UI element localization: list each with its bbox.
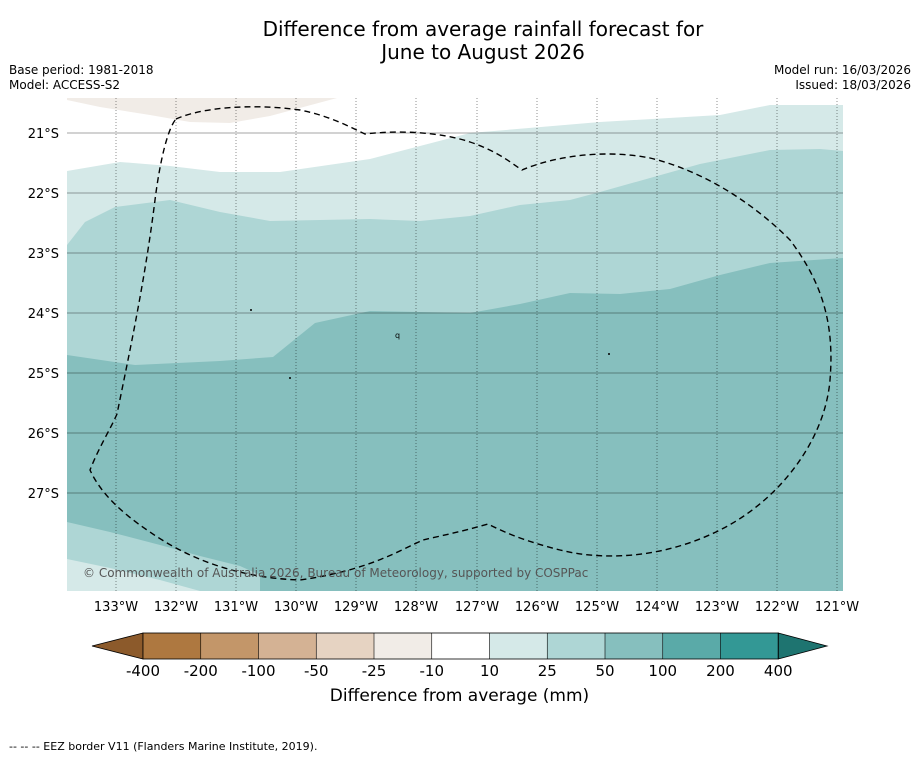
colorbar-bin xyxy=(200,633,259,659)
colorbar-tick-label: 50 xyxy=(595,662,614,680)
island-marker-glyph: q xyxy=(395,331,400,340)
lat-label: 25°S xyxy=(28,367,59,382)
lon-label: 121°W xyxy=(815,600,859,615)
colorbar-extend-high xyxy=(777,632,829,660)
rainfall-band-south-10-25 xyxy=(67,559,200,591)
colorbar-extend-low xyxy=(91,632,144,660)
issued-date: Issued: 18/03/2026 xyxy=(795,78,911,92)
lon-label: 133°W xyxy=(94,600,138,615)
colorbar-tick-label: -400 xyxy=(126,662,160,680)
lon-label: 125°W xyxy=(575,600,619,615)
colorbar-bin xyxy=(547,633,605,659)
longitude-labels: 133°W 132°W 131°W 130°W 129°W 128°W 127°… xyxy=(94,600,859,615)
lat-label: 21°S xyxy=(28,127,59,142)
colorbar-bin xyxy=(374,633,432,659)
lat-label: 24°S xyxy=(28,307,59,322)
model-name: Model: ACCESS-S2 xyxy=(9,78,121,92)
colorbar-tick-label: -100 xyxy=(241,662,275,680)
lon-label: 127°W xyxy=(455,600,499,615)
colorbar-tick-label: 400 xyxy=(764,662,793,680)
lon-label: 129°W xyxy=(334,600,378,615)
lat-label: 23°S xyxy=(28,247,59,262)
lon-label: 128°W xyxy=(394,600,438,615)
colorbar-tick-label: 200 xyxy=(706,662,735,680)
colorbar-tick-label: 100 xyxy=(648,662,677,680)
colorbar-label: Difference from average (mm) xyxy=(329,686,590,706)
colorbar-bin xyxy=(258,633,317,659)
eez-border xyxy=(89,106,832,581)
lat-label: 22°S xyxy=(28,187,59,202)
latitude-labels: 21°S 22°S 23°S 24°S 25°S 26°S 27°S xyxy=(28,127,59,502)
title-line-1: Difference from average rainfall forecas… xyxy=(262,17,704,41)
lon-label: 122°W xyxy=(755,600,799,615)
longitude-gridlines xyxy=(115,98,838,591)
meta-left: Base period: 1981-2018 Model: ACCESS-S2 xyxy=(9,63,154,93)
colorbar-bin xyxy=(720,633,779,659)
map-figure: q © Commonwealth of Australia 2026, Bure… xyxy=(28,98,859,615)
colorbar-tick-label: 10 xyxy=(480,662,499,680)
island-dot xyxy=(250,309,252,311)
colorbar-bin xyxy=(431,633,490,659)
lon-label: 126°W xyxy=(515,600,559,615)
colorbar-tick-label: -25 xyxy=(362,662,387,680)
colorbar-bin xyxy=(605,633,663,659)
map-title: Difference from average rainfall forecas… xyxy=(0,18,919,64)
copyright-notice: © Commonwealth of Australia 2026, Bureau… xyxy=(83,566,588,580)
meta-right: Model run: 16/03/2026 Issued: 18/03/2026 xyxy=(774,63,911,93)
rainfall-band-50-100 xyxy=(67,258,843,591)
colorbar: -400 -200 -100 -50 -25 -10 10 25 50 100 200 400 xyxy=(91,632,829,680)
island-markers: q xyxy=(250,309,610,379)
colorbar-bin xyxy=(662,633,721,659)
lon-label: 132°W xyxy=(154,600,198,615)
lon-label: 123°W xyxy=(695,600,739,615)
lat-label: 26°S xyxy=(28,427,59,442)
island-dot xyxy=(608,353,610,355)
lon-label: 131°W xyxy=(214,600,258,615)
model-run: Model run: 16/03/2026 xyxy=(773,63,911,77)
title-line-2: June to August 2026 xyxy=(381,40,585,64)
lon-label: 130°W xyxy=(274,600,318,615)
colorbar-bin xyxy=(489,633,548,659)
colorbar-bin xyxy=(143,633,201,659)
lat-label: 27°S xyxy=(28,487,59,502)
lon-label: 124°W xyxy=(635,600,679,615)
colorbar-tick-label: -50 xyxy=(304,662,329,680)
colorbar-tick-label: -10 xyxy=(420,662,445,680)
island-dot xyxy=(289,377,291,379)
map-plot-area: q © Commonwealth of Australia 2026, Bure… xyxy=(67,98,843,591)
base-period: Base period: 1981-2018 xyxy=(9,63,154,77)
colorbar-bin xyxy=(316,633,374,659)
eez-footnote: -- -- -- EEZ border V11 (Flanders Marine… xyxy=(9,740,318,753)
colorbar-tick-label: 25 xyxy=(538,662,557,680)
rainfall-band-negative-10 xyxy=(67,98,337,123)
colorbar-frame xyxy=(142,632,779,660)
colorbar-tick-label: -200 xyxy=(184,662,218,680)
latitude-gridlines xyxy=(67,132,843,494)
